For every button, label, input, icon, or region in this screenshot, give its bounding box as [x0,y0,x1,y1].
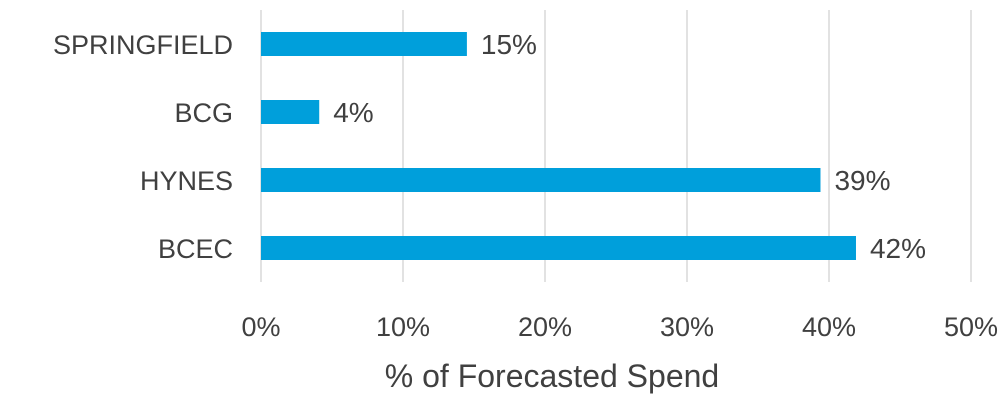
data-labels: 15% 4% 39% 42% [333,29,926,264]
category-labels: SPRINGFIELD BCG HYNES BCEC [53,30,233,264]
category-label: BCG [174,98,233,128]
bar [261,168,821,192]
bar [261,100,320,124]
data-label: 42% [870,233,926,264]
category-label: HYNES [140,166,233,196]
x-tick-labels: 0% 10% 20% 30% 40% 50% [241,312,998,342]
bar [261,32,467,56]
category-label: BCEC [158,234,233,264]
data-label: 4% [333,97,373,128]
data-label: 15% [481,29,537,60]
x-tick-label: 10% [376,312,430,342]
bars [261,32,856,260]
data-label: 39% [834,165,890,196]
x-tick-label: 50% [944,312,998,342]
category-label: SPRINGFIELD [53,30,233,60]
x-tick-label: 0% [241,312,280,342]
x-tick-label: 40% [802,312,856,342]
x-tick-label: 30% [660,312,714,342]
bar [261,236,856,260]
x-tick-label: 20% [518,312,572,342]
x-axis-title: % of Forecasted Spend [385,358,719,394]
